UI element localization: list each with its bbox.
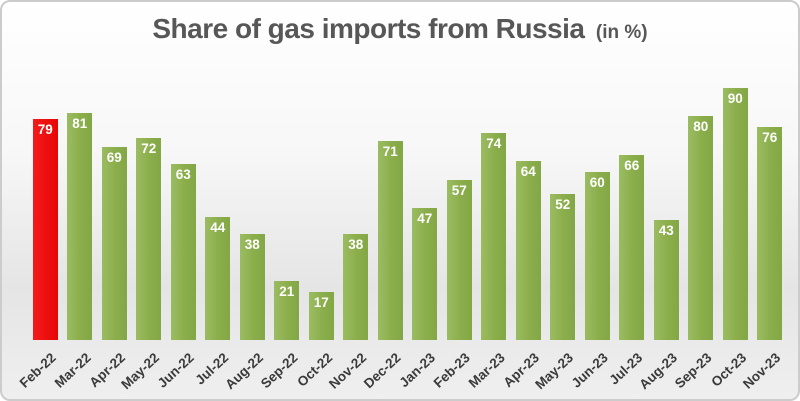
bar-column: 90 Oct-23 (708, 86, 753, 390)
x-axis-label: Aug-22 (222, 350, 266, 393)
bar-value-label: 17 (313, 295, 329, 311)
x-axis-label: May-23 (532, 350, 577, 393)
bar-column: 43 Aug-23 (636, 86, 684, 392)
bar: 38 (239, 233, 265, 340)
x-axis-label: Jun-22 (154, 350, 197, 391)
bar: 47 (412, 208, 438, 340)
x-axis-label: Dec-22 (361, 350, 404, 392)
bar-value-label: 66 (624, 158, 640, 174)
bar-value-label: 60 (589, 175, 605, 190)
bar-column: 80 Sep-23 (672, 86, 719, 391)
x-axis-label: Jan-23 (396, 350, 439, 391)
bar-value-label: 69 (106, 149, 122, 165)
bar-column: 17 Oct-22 (294, 86, 339, 390)
bar-column: 60 Jun-23 (569, 86, 615, 391)
x-axis-label: Feb-22 (16, 350, 59, 391)
bar: 81 (67, 113, 93, 340)
bar-value-label: 38 (244, 236, 260, 252)
bar: 43 (653, 219, 679, 340)
bar-column: 38 Nov-22 (326, 86, 374, 392)
bar: 38 (343, 233, 369, 340)
x-axis-label: Nov-22 (326, 350, 370, 392)
x-axis-label: Sep-22 (257, 350, 301, 392)
x-axis-label: Feb-23 (430, 350, 473, 391)
bar: 71 (377, 141, 403, 340)
chart-title-text: Share of gas imports from Russia (152, 13, 585, 44)
bar: 74 (481, 132, 507, 340)
bar-value-label: 90 (727, 91, 743, 106)
x-axis-label: May-22 (118, 350, 163, 393)
bar-column: 69 Apr-22 (86, 86, 132, 390)
bar: 44 (205, 216, 231, 340)
bar-column: 66 Jul-23 (607, 86, 650, 388)
x-axis-label: Mar-23 (465, 350, 508, 391)
bar-value-label: 47 (417, 211, 433, 227)
bar-value-label: 44 (210, 219, 226, 235)
bar-value-label: 72 (141, 141, 157, 157)
bar-value-label: 79 (37, 121, 53, 137)
bar-value-label: 63 (175, 166, 191, 182)
x-axis-label: Nov-23 (740, 350, 784, 392)
bar: 80 (688, 116, 714, 340)
x-axis-label: Jun-23 (568, 350, 611, 391)
bar-value-label: 21 (279, 284, 295, 300)
bar-value-label: 64 (520, 163, 536, 179)
bar: 76 (757, 127, 783, 340)
bar-value-label: 38 (348, 236, 364, 252)
x-axis-label: Aug-23 (636, 350, 680, 393)
chart-title: Share of gas imports from Russia (in %) (2, 2, 798, 46)
bar-column: 76 Nov-23 (740, 86, 788, 392)
bar-value-label: 71 (382, 144, 398, 160)
bar: 69 (101, 146, 127, 340)
bar-column: 63 Jun-22 (155, 86, 201, 391)
bar-value-label: 43 (658, 222, 674, 238)
bar-column: 79 Feb-22 (17, 86, 63, 391)
bar: 21 (274, 281, 300, 340)
bar-column: 72 May-22 (119, 86, 167, 392)
bar: 52 (550, 194, 576, 340)
x-axis-label: Sep-23 (671, 350, 715, 392)
bar-column: 71 Dec-22 (361, 86, 408, 391)
bar-value-label: 80 (693, 119, 709, 134)
bar-value-label: 74 (486, 135, 502, 151)
bar-column: 64 Apr-23 (500, 86, 546, 390)
bar: 57 (446, 180, 472, 340)
bar-column: 21 Sep-22 (258, 86, 305, 391)
bar: 60 (584, 172, 610, 340)
bar: 17 (308, 292, 334, 340)
bar-value-label: 76 (762, 130, 778, 146)
bar-column: 52 May-23 (533, 86, 581, 392)
bar: 72 (136, 138, 162, 340)
bar-value-label: 81 (72, 116, 88, 132)
x-axis-label: Mar-22 (51, 350, 94, 391)
bar-chart-plot-area: 79 Feb-22 81 Mar-22 69 Apr-22 72 May-22 63 Jun-22… (17, 86, 788, 392)
bar-column: 81 Mar-22 (51, 86, 98, 391)
bar-column: 74 Mar-23 (465, 86, 512, 391)
bar: 90 (722, 88, 748, 340)
bar-column: 38 Aug-22 (222, 86, 270, 392)
bar: 66 (619, 155, 645, 340)
bar-column: 47 Jan-23 (397, 86, 443, 390)
bar-column: 57 Feb-23 (431, 86, 477, 391)
chart-title-unit: (in %) (595, 22, 648, 43)
bar-highlighted: 79 (32, 118, 58, 340)
bar: 63 (170, 163, 196, 340)
bar-column: 44 Jul-22 (193, 86, 236, 388)
bar-value-label: 57 (451, 183, 467, 199)
bar: 64 (515, 160, 541, 340)
bar-value-label: 52 (555, 197, 571, 213)
